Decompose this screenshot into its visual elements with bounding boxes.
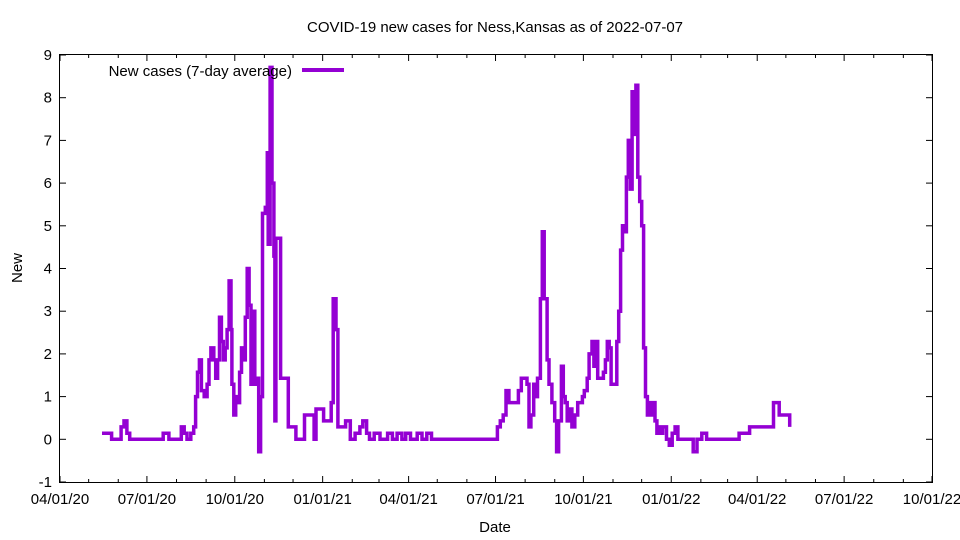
x-tick-label: 04/01/21 [379, 491, 437, 508]
x-tick-label: 10/01/20 [206, 491, 264, 508]
y-tick-label: -1 [39, 474, 52, 491]
y-axis-label: New [9, 253, 26, 283]
x-tick-label: 10/01/22 [903, 491, 960, 508]
x-tick-label: 07/01/21 [466, 491, 524, 508]
x-tick-label: 01/01/21 [293, 491, 351, 508]
y-tick-label: 1 [44, 389, 52, 406]
series-line-0 [102, 65, 792, 454]
x-tick-label: 04/01/22 [728, 491, 786, 508]
y-tick-label: 9 [44, 47, 52, 64]
tick-labels: -1 0 1 2 3 4 5 6 7 8 9 04/01/20 07/01/20 10/01/20 01/0… [31, 47, 960, 508]
x-tick-label: 07/01/20 [118, 491, 176, 508]
y-tick-label: 2 [44, 346, 52, 363]
y-tick-label: 8 [44, 90, 52, 107]
y-tick-label: 5 [44, 218, 52, 235]
x-axis-label: Date [479, 519, 511, 536]
x-tick-label: 10/01/21 [554, 491, 612, 508]
x-tick-label: 07/01/22 [815, 491, 873, 508]
legend-label: New cases (7-day average) [109, 63, 292, 80]
y-tick-label: 6 [44, 175, 52, 192]
x-tick-label: 01/01/22 [642, 491, 700, 508]
y-tick-label: 4 [44, 261, 52, 278]
y-tick-label: 0 [44, 431, 52, 448]
legend: New cases (7-day average) [109, 63, 344, 80]
chart-title: COVID-19 new cases for Ness,Kansas as of… [307, 19, 683, 36]
series-layer [102, 65, 792, 454]
y-tick-label: 7 [44, 132, 52, 149]
x-tick-label: 04/01/20 [31, 491, 89, 508]
y-tick-label: 3 [44, 303, 52, 320]
plot-frame [59, 54, 933, 483]
